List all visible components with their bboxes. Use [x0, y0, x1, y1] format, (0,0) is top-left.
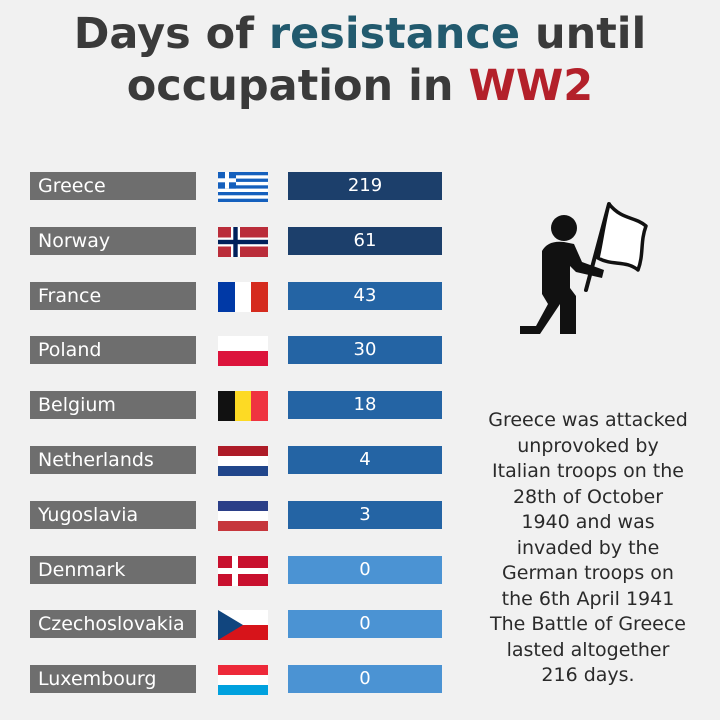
note-line: 28th of October — [512, 485, 664, 508]
value-bar: 4 — [288, 446, 442, 474]
note-line: The Battle of Greece — [490, 613, 686, 635]
title-text: occupation in — [126, 61, 469, 111]
note-line: 1940 and was — [521, 511, 655, 533]
note-line: unprovoked by — [517, 434, 659, 457]
value-bar: 3 — [288, 501, 442, 529]
country-name: Belgium — [30, 391, 196, 419]
luxembourg-flag-icon — [218, 665, 268, 695]
value-bar: 61 — [288, 227, 442, 255]
table-row: Luxembourg 0 — [30, 665, 450, 695]
table-row: Netherlands 4 — [30, 446, 450, 476]
surrender-white-flag-icon — [520, 202, 648, 334]
table-row: Belgium 18 — [30, 391, 450, 421]
note-line: Greece was attacked — [488, 409, 688, 431]
note-line: the 6th April 1941 — [501, 587, 675, 610]
value-bar: 219 — [288, 172, 442, 200]
greece-note: Greece was attacked unprovoked by Italian … — [472, 408, 704, 689]
value-bar: 30 — [288, 336, 442, 364]
note-line: Italian troops on the — [492, 460, 684, 482]
table-row: Greece 219 — [30, 172, 450, 202]
country-name: Netherlands — [30, 446, 196, 474]
table-row: Denmark 0 — [30, 556, 450, 586]
country-name: Luxembourg — [30, 665, 196, 693]
country-name: Norway — [30, 227, 196, 255]
note-line: lasted altogether — [506, 638, 670, 661]
norway-flag-icon — [218, 227, 268, 257]
title-highlight: resistance — [268, 9, 521, 59]
title-text: until — [520, 9, 647, 59]
country-name: Greece — [30, 172, 196, 200]
title-highlight-red: WW2 — [468, 61, 594, 111]
value-bar: 0 — [288, 556, 442, 584]
note-line: 216 days. — [541, 664, 635, 686]
note-line: German troops on — [502, 562, 674, 584]
table-row: Poland 30 — [30, 336, 450, 366]
country-name: France — [30, 282, 196, 310]
poland-flag-icon — [218, 336, 268, 366]
table-row: Yugoslavia 3 — [30, 501, 450, 531]
value-bar: 0 — [288, 610, 442, 638]
greece-flag-icon — [218, 172, 268, 202]
belgium-flag-icon — [218, 391, 268, 421]
title-line-1: Days of resistance until — [0, 8, 720, 60]
czechoslovakia-flag-icon — [218, 610, 268, 640]
chart-title: Days of resistance until occupation in W… — [0, 8, 720, 112]
table-row: Norway 61 — [30, 227, 450, 257]
value-bar: 0 — [288, 665, 442, 693]
value-bar: 18 — [288, 391, 442, 419]
france-flag-icon — [218, 282, 268, 312]
note-line: invaded by the — [516, 536, 660, 559]
denmark-flag-icon — [218, 556, 268, 586]
yugoslavia-flag-icon — [218, 501, 268, 531]
country-name: Denmark — [30, 556, 196, 584]
country-name: Poland — [30, 336, 196, 364]
table-row: Czechoslovakia 0 — [30, 610, 450, 640]
title-text: Days of — [73, 9, 269, 59]
title-line-2: occupation in WW2 — [0, 60, 720, 112]
netherlands-flag-icon — [218, 446, 268, 476]
value-bar: 43 — [288, 282, 442, 310]
country-name: Czechoslovakia — [30, 610, 196, 638]
table-row: France 43 — [30, 282, 450, 312]
country-name: Yugoslavia — [30, 501, 196, 529]
